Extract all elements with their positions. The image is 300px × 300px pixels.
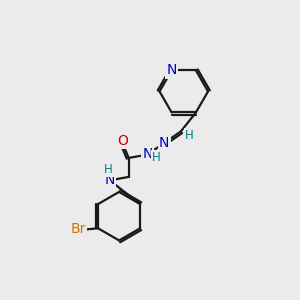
Text: H: H <box>104 163 113 176</box>
Text: H: H <box>152 151 161 164</box>
Text: N: N <box>159 136 169 150</box>
Text: N: N <box>105 173 115 188</box>
Text: Br: Br <box>71 223 86 236</box>
Text: O: O <box>117 134 128 148</box>
Text: H: H <box>185 129 194 142</box>
Text: N: N <box>142 148 153 161</box>
Text: N: N <box>167 63 177 77</box>
